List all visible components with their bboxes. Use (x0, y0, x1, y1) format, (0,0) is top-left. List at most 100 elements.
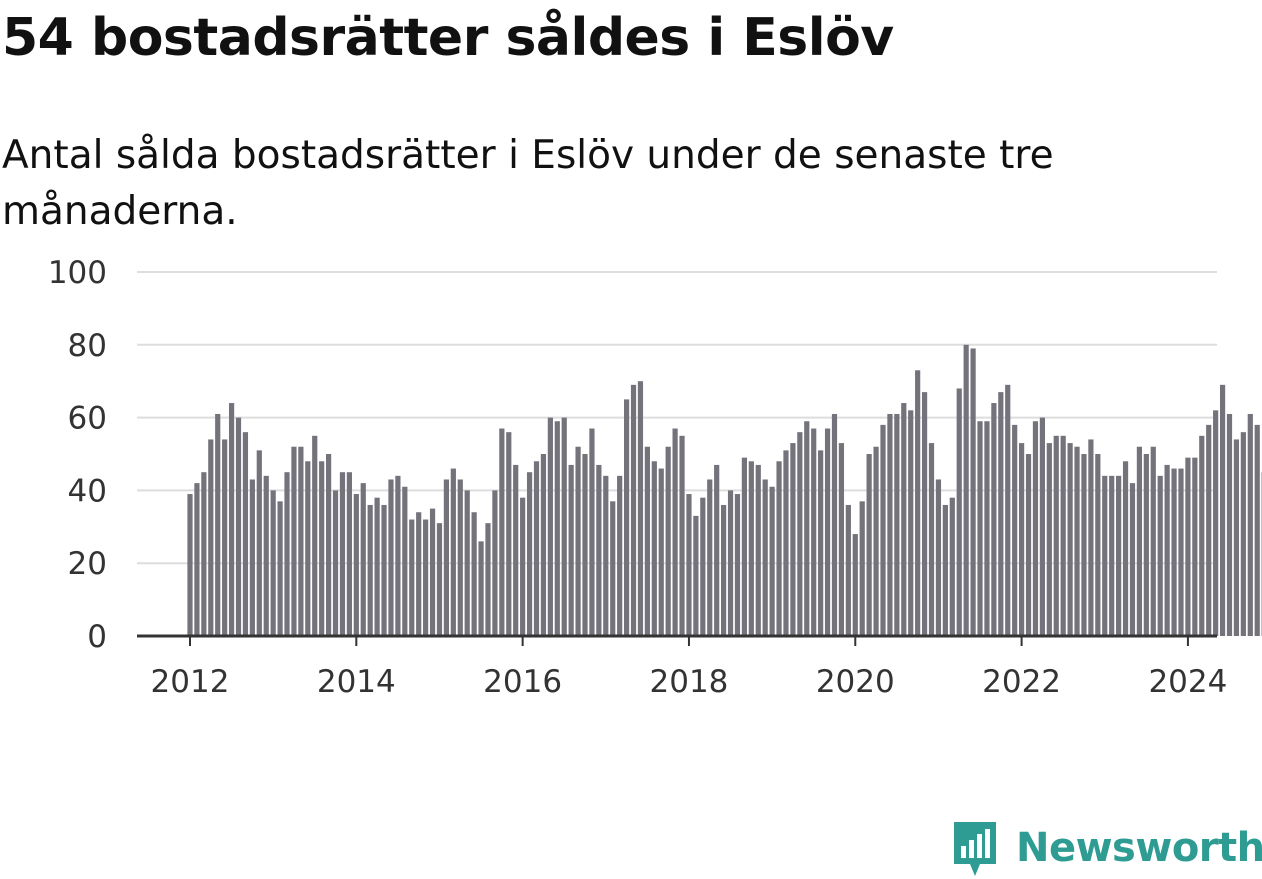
bar (1095, 454, 1101, 636)
bar (1074, 446, 1080, 636)
bar (824, 428, 831, 636)
bar (457, 479, 463, 636)
x-tick-label: 2024 (1148, 664, 1227, 700)
bar (332, 490, 339, 636)
bar (734, 494, 741, 636)
bar (194, 483, 200, 636)
bar (838, 443, 845, 636)
bar (1019, 443, 1025, 636)
bar (942, 504, 948, 636)
bar (623, 399, 630, 636)
bar (700, 497, 706, 636)
bar (249, 479, 255, 636)
bar (540, 454, 547, 636)
bar (575, 446, 581, 636)
bar (630, 384, 637, 636)
chart-subtitle: Antal sålda bostadsrätter i Eslöv under … (2, 133, 1054, 234)
bar (1053, 435, 1059, 636)
bar (1109, 475, 1115, 636)
bar (1136, 446, 1143, 636)
bar (693, 515, 699, 636)
bar (436, 523, 443, 636)
bar (797, 432, 803, 636)
y-tick-label: 20 (68, 546, 107, 582)
bar (1039, 417, 1045, 636)
bar (880, 424, 886, 636)
bar (1185, 457, 1191, 636)
bar (1088, 439, 1094, 636)
bar (644, 446, 650, 636)
bar (374, 497, 380, 636)
bar (339, 472, 346, 636)
bar (312, 435, 318, 636)
bar (1005, 384, 1011, 636)
bar (1192, 457, 1198, 636)
bar (901, 403, 907, 636)
bar (748, 461, 754, 636)
bar (804, 421, 810, 636)
bar (319, 461, 325, 636)
bar (790, 443, 796, 636)
bar (277, 501, 283, 636)
bar (298, 446, 304, 636)
y-tick-label: 60 (68, 401, 107, 437)
x-tick-label: 2020 (816, 664, 895, 700)
x-tick-label: 2012 (151, 664, 230, 700)
bar (187, 494, 193, 636)
bar (714, 464, 720, 636)
bar (949, 497, 955, 636)
bar (956, 388, 962, 636)
bar (416, 512, 422, 636)
brand-name: Newsworthy (1016, 825, 1262, 871)
bar (727, 490, 734, 636)
bar (665, 446, 671, 636)
bar (686, 494, 692, 636)
bar (367, 504, 373, 636)
y-tick-label: 0 (87, 619, 107, 655)
bar (291, 446, 297, 636)
bar (762, 479, 768, 636)
bar (242, 432, 249, 636)
bar (610, 501, 616, 636)
bar (894, 413, 900, 636)
bar (1178, 468, 1184, 636)
bar (1240, 432, 1246, 636)
bar (1025, 454, 1032, 636)
bar (1012, 424, 1018, 636)
y-tick-label: 100 (48, 255, 107, 291)
bar (395, 475, 401, 636)
bar (1067, 443, 1073, 636)
x-tick-label: 2022 (982, 664, 1061, 700)
bar (658, 468, 664, 636)
bar (1247, 413, 1253, 636)
bar (353, 494, 359, 636)
bar-chart: 0204060801005420122014201620182020202220… (48, 255, 1262, 700)
bar (1129, 483, 1136, 636)
bar (887, 413, 893, 636)
bar (1233, 439, 1240, 636)
brand-logo: Newsworthy (950, 818, 1262, 878)
bar (1226, 413, 1233, 636)
bar (921, 392, 928, 636)
bar (305, 461, 311, 636)
bar (721, 504, 727, 636)
bar (908, 410, 914, 636)
bar (499, 428, 505, 636)
bar (409, 519, 415, 636)
bar (1164, 464, 1170, 636)
bar (235, 417, 242, 636)
bar (485, 523, 491, 636)
bar (866, 454, 872, 636)
y-tick-label: 40 (68, 473, 107, 509)
bar (977, 421, 983, 636)
bar (1150, 446, 1156, 636)
bar (256, 450, 262, 636)
bar (506, 432, 512, 636)
x-tick-label: 2016 (483, 664, 562, 700)
x-tick-label: 2018 (650, 664, 729, 700)
bar (582, 454, 588, 636)
bar (831, 413, 838, 636)
bar (222, 439, 228, 636)
bar (346, 472, 352, 636)
bar (1032, 421, 1039, 636)
